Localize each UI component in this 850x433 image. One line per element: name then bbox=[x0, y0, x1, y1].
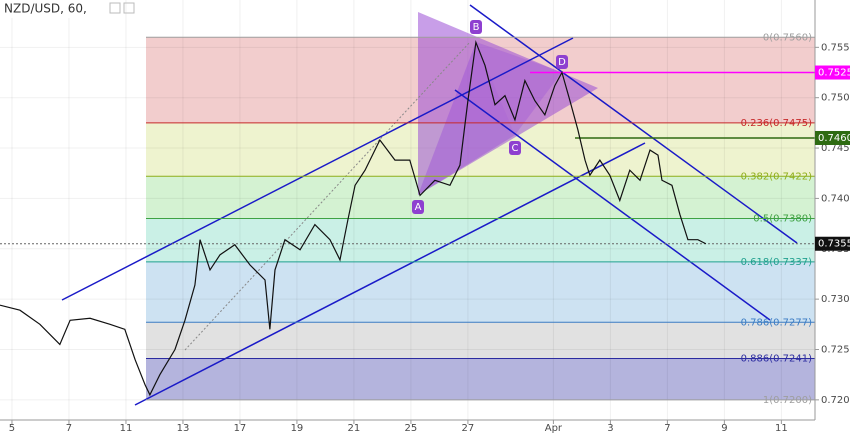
fib-band bbox=[146, 176, 815, 219]
pattern-label-box bbox=[509, 141, 521, 155]
y-tick-label: 0.7550 bbox=[821, 42, 850, 53]
price-label-box bbox=[815, 130, 850, 145]
fib-label: 0.886(0.7241) bbox=[741, 354, 813, 365]
fib-band bbox=[146, 322, 815, 359]
x-tick-label: Apr bbox=[545, 423, 563, 433]
x-tick-label: 27 bbox=[462, 423, 475, 433]
y-tick-label: 0.7200 bbox=[821, 395, 850, 406]
fib-band bbox=[146, 218, 815, 262]
x-tick-label: 17 bbox=[234, 423, 247, 433]
chart-title: NZD/USD, 60, bbox=[4, 2, 87, 16]
fib-label: 1(0.7200) bbox=[763, 395, 812, 406]
pattern-label-box bbox=[556, 55, 568, 69]
price-label: 0.7525 bbox=[818, 68, 850, 79]
x-tick-label: 7 bbox=[664, 423, 670, 433]
pattern-label: C bbox=[512, 143, 519, 154]
xabcd-pattern bbox=[476, 42, 562, 135]
fib-bands bbox=[146, 37, 815, 400]
trend-line bbox=[469, 4, 798, 244]
fib-label: 0.236(0.7475) bbox=[741, 118, 813, 129]
axes: 0.72000.72500.73000.73500.74000.74500.75… bbox=[9, 42, 850, 433]
x-tick-label: 19 bbox=[291, 423, 304, 433]
x-tick-label: 7 bbox=[66, 423, 72, 433]
fib-label: 0(0.7560) bbox=[763, 32, 812, 43]
pattern-label-box bbox=[470, 20, 482, 34]
trend-line bbox=[61, 37, 574, 301]
fib-label: 0.786(0.7277) bbox=[741, 317, 813, 328]
price-label-box bbox=[815, 65, 850, 80]
plot: 0(0.7560) 0.236(0.7475) 0.382(0.7422) 0.5(0… bbox=[0, 20, 815, 406]
x-tick-label: 25 bbox=[405, 423, 418, 433]
pattern-label: D bbox=[558, 57, 566, 68]
title-bg bbox=[0, 0, 112, 18]
settings-icon[interactable] bbox=[109, 2, 121, 14]
pattern-label: B bbox=[473, 22, 480, 33]
trend-line bbox=[134, 142, 646, 406]
price-label-box bbox=[815, 236, 850, 251]
price-label: 0.7355 bbox=[818, 239, 850, 250]
fib-label: 0.5(0.7380) bbox=[753, 214, 812, 225]
close-icon[interactable] bbox=[123, 2, 135, 14]
x-tick-label: 3 bbox=[607, 423, 613, 433]
x-tick-label: 13 bbox=[177, 423, 190, 433]
x-tick-label: 9 bbox=[721, 423, 727, 433]
fib-band bbox=[146, 358, 815, 400]
fib-label: 0.618(0.7337) bbox=[741, 257, 813, 268]
price-series bbox=[0, 39, 707, 397]
fib-label: 0.382(0.7422) bbox=[741, 171, 813, 182]
x-tick-label: 11 bbox=[120, 423, 133, 433]
price-label: 0.7460 bbox=[818, 133, 850, 144]
x-tick-label: 11 bbox=[775, 423, 788, 433]
dotted-line bbox=[184, 41, 471, 351]
trend-line bbox=[454, 89, 771, 321]
fib-band bbox=[146, 261, 815, 323]
pattern-label: A bbox=[415, 202, 422, 213]
x-tick-label: 5 bbox=[9, 423, 15, 433]
x-tick-label: 21 bbox=[348, 423, 361, 433]
pattern-label-box bbox=[412, 200, 424, 214]
